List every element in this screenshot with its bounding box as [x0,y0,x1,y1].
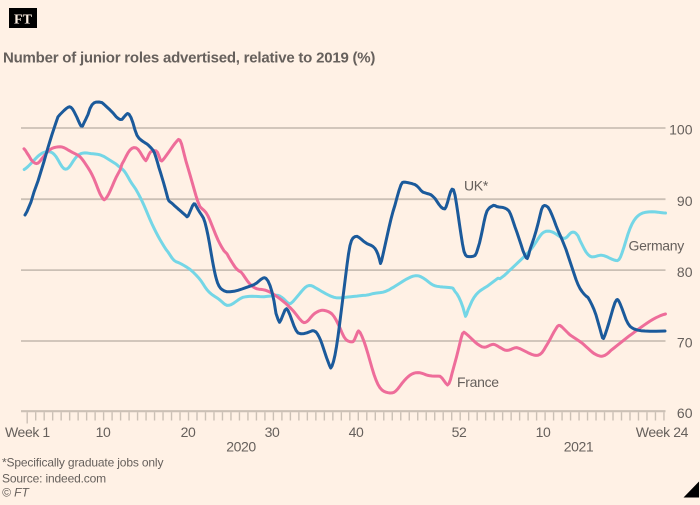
svg-text:Number of junior roles adverti: Number of junior roles advertised, relat… [3,50,375,67]
svg-text:10: 10 [536,424,551,440]
svg-text:© FT: © FT [2,486,31,500]
svg-text:90: 90 [677,193,693,209]
svg-text:UK*: UK* [464,178,489,194]
svg-text:52: 52 [452,424,467,440]
svg-text:France: France [457,374,499,390]
svg-text:10: 10 [96,424,111,440]
svg-text:60: 60 [677,405,693,421]
svg-text:Week 24: Week 24 [636,424,689,440]
svg-text:FT: FT [14,13,33,28]
svg-text:40: 40 [349,424,364,440]
svg-text:100: 100 [669,122,693,138]
svg-text:Source: indeed.com: Source: indeed.com [2,472,106,486]
svg-text:*Specifically graduate jobs on: *Specifically graduate jobs only [2,456,163,470]
svg-text:2020: 2020 [226,439,256,455]
svg-text:Germany: Germany [629,237,685,253]
svg-text:20: 20 [181,424,196,440]
svg-text:70: 70 [677,335,693,351]
svg-text:30: 30 [265,424,280,440]
svg-text:2021: 2021 [564,439,594,455]
svg-text:80: 80 [677,264,693,280]
svg-text:Week 1: Week 1 [5,424,50,440]
